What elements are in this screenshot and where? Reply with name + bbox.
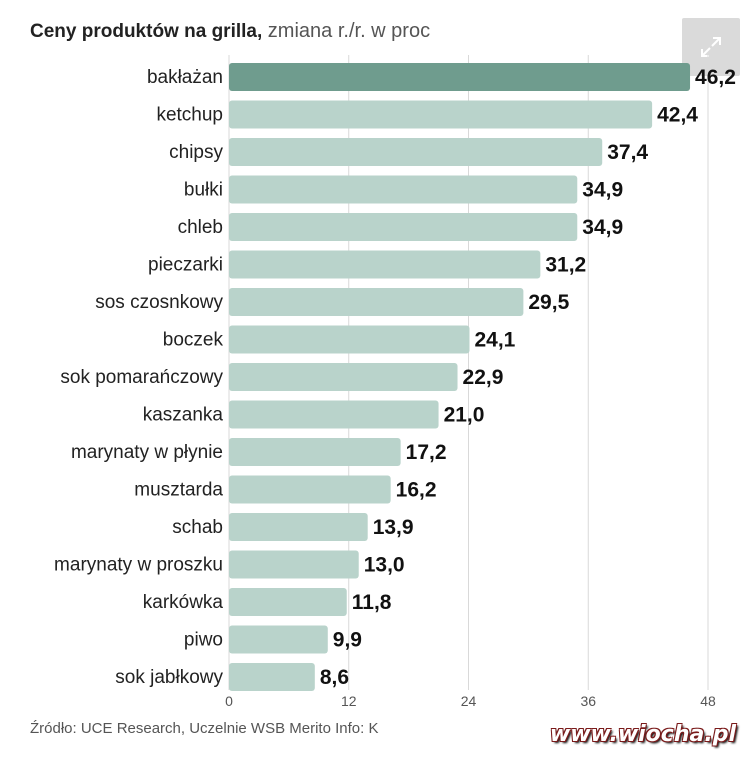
expand-arrows-icon [701,37,721,57]
bar [229,138,603,166]
chart-title-bold: Ceny produktów na grilla, [30,21,263,42]
category-label: piwo [184,630,223,651]
value-label: 46,2 [695,66,736,89]
category-label: sok pomarańczowy [60,367,223,388]
value-label: 42,4 [657,104,698,127]
value-label: 22,9 [463,366,504,389]
bar [229,400,439,429]
expand-button[interactable] [682,18,740,76]
x-tick-label: 48 [700,693,716,709]
value-label: 24,1 [474,329,515,352]
chart-subtitle: zmiana r./r. w proc [262,20,431,42]
bar [229,438,401,466]
chart-title: Ceny produktów na grilla, zmiana r./r. w… [30,20,430,43]
value-label: 37,4 [607,141,648,164]
x-tick-label: 36 [580,693,596,709]
bar [229,625,328,654]
value-label: 31,2 [545,254,586,277]
value-label: 16,2 [396,479,437,502]
value-label: 21,0 [444,404,485,427]
category-label: marynaty w proszku [54,555,223,576]
bar [229,363,458,391]
category-label: karkówka [143,592,224,613]
bar [229,663,315,691]
bar [229,513,368,541]
category-label: boczek [163,330,224,351]
bar [229,550,359,579]
category-label: marynaty w płynie [71,442,223,463]
bar [229,250,541,279]
bar [229,588,347,616]
category-label: chleb [178,217,223,238]
bar [229,213,578,241]
source-note: Źródło: UCE Research, Uczelnie WSB Merit… [30,720,379,737]
x-tick-label: 0 [225,693,233,709]
bar-chart: 0 12 24 36 48 bakłażan 46,2 ketchup 42,4 chipsy 37… [54,55,736,709]
x-tick-label: 12 [341,693,357,709]
category-label: chipsy [169,142,223,163]
category-label: ketchup [156,105,223,126]
bar [229,325,470,354]
watermark: www.wiocha.pl [549,722,736,747]
bar [229,288,524,316]
category-label: sos czosnkowy [95,292,223,313]
category-label: musztarda [134,480,223,501]
x-tick-label: 24 [461,693,477,709]
value-label: 13,9 [373,516,414,539]
bar [229,475,391,504]
value-label: 11,8 [352,591,392,614]
value-label: 34,9 [582,179,623,202]
category-label: bakłażan [147,67,223,88]
category-label: kaszanka [143,405,224,426]
category-label: schab [172,517,223,538]
bar [229,63,691,91]
bar [229,175,578,204]
value-label: 17,2 [406,441,447,464]
category-label: bułki [184,180,223,201]
value-label: 34,9 [582,216,623,239]
category-label: sok jabłkowy [115,667,223,688]
bar [229,100,653,129]
value-label: 8,6 [320,666,349,689]
value-label: 29,5 [528,291,569,314]
value-label: 13,0 [364,554,405,577]
category-label: pieczarki [148,255,223,276]
value-label: 9,9 [333,629,362,652]
